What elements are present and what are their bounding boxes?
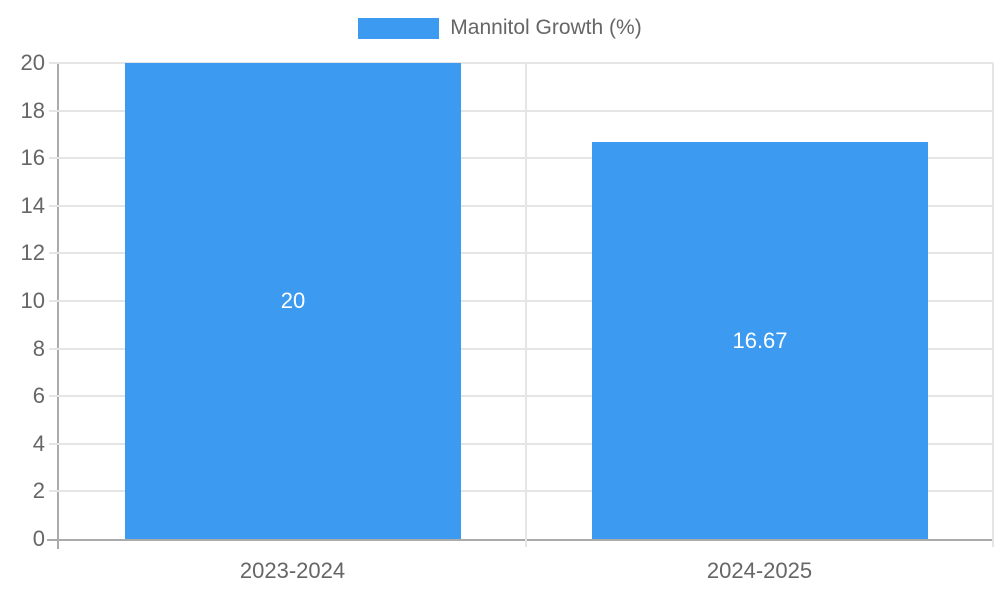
- y-axis-tick-18: [49, 109, 59, 112]
- x-axis-line: [47, 539, 993, 541]
- y-axis-label-20: 20: [20, 50, 45, 75]
- gridline-x-2: [992, 63, 994, 547]
- y-axis-label-18: 18: [20, 97, 45, 123]
- legend-label: Mannitol Growth (%): [450, 16, 642, 39]
- y-axis-tick-20: [49, 62, 59, 64]
- bar-2023-2024[interactable]: 20: [125, 63, 461, 539]
- bar-value-label: 16.67: [732, 327, 788, 353]
- chart-legend: Mannitol Growth (%): [0, 14, 1000, 42]
- y-axis-label-4: 4: [32, 430, 45, 456]
- x-axis-label-2024-2025: 2024-2025: [706, 558, 813, 583]
- y-axis-line: [57, 63, 59, 549]
- bar-2024-2025[interactable]: 16.67: [592, 142, 928, 539]
- y-axis-label-10: 10: [20, 288, 45, 313]
- y-axis-tick-6: [49, 395, 59, 398]
- y-axis-label-14: 14: [20, 192, 45, 218]
- y-axis-tick-12: [49, 252, 59, 255]
- y-axis-label-6: 6: [32, 383, 45, 409]
- y-axis-tick-8: [49, 347, 59, 350]
- y-axis-label-12: 12: [20, 240, 45, 266]
- bar-value-label: 20: [280, 288, 306, 313]
- y-axis-tick-14: [49, 204, 59, 207]
- legend-item-mannitol-growth[interactable]: Mannitol Growth (%): [358, 14, 642, 42]
- y-axis-label-8: 8: [32, 335, 45, 361]
- legend-swatch: [358, 17, 440, 39]
- y-axis-label-0: 0: [32, 526, 45, 551]
- y-axis-label-16: 16: [20, 145, 45, 171]
- y-axis-tick-16: [49, 157, 59, 160]
- y-axis-tick-4: [49, 442, 59, 445]
- x-axis-label-2023-2024: 2023-2024: [239, 558, 346, 583]
- y-axis-label-2: 2: [32, 478, 45, 504]
- gridline-x-1: [525, 63, 527, 547]
- y-axis-tick-10: [49, 300, 59, 302]
- y-axis-tick-2: [49, 490, 59, 493]
